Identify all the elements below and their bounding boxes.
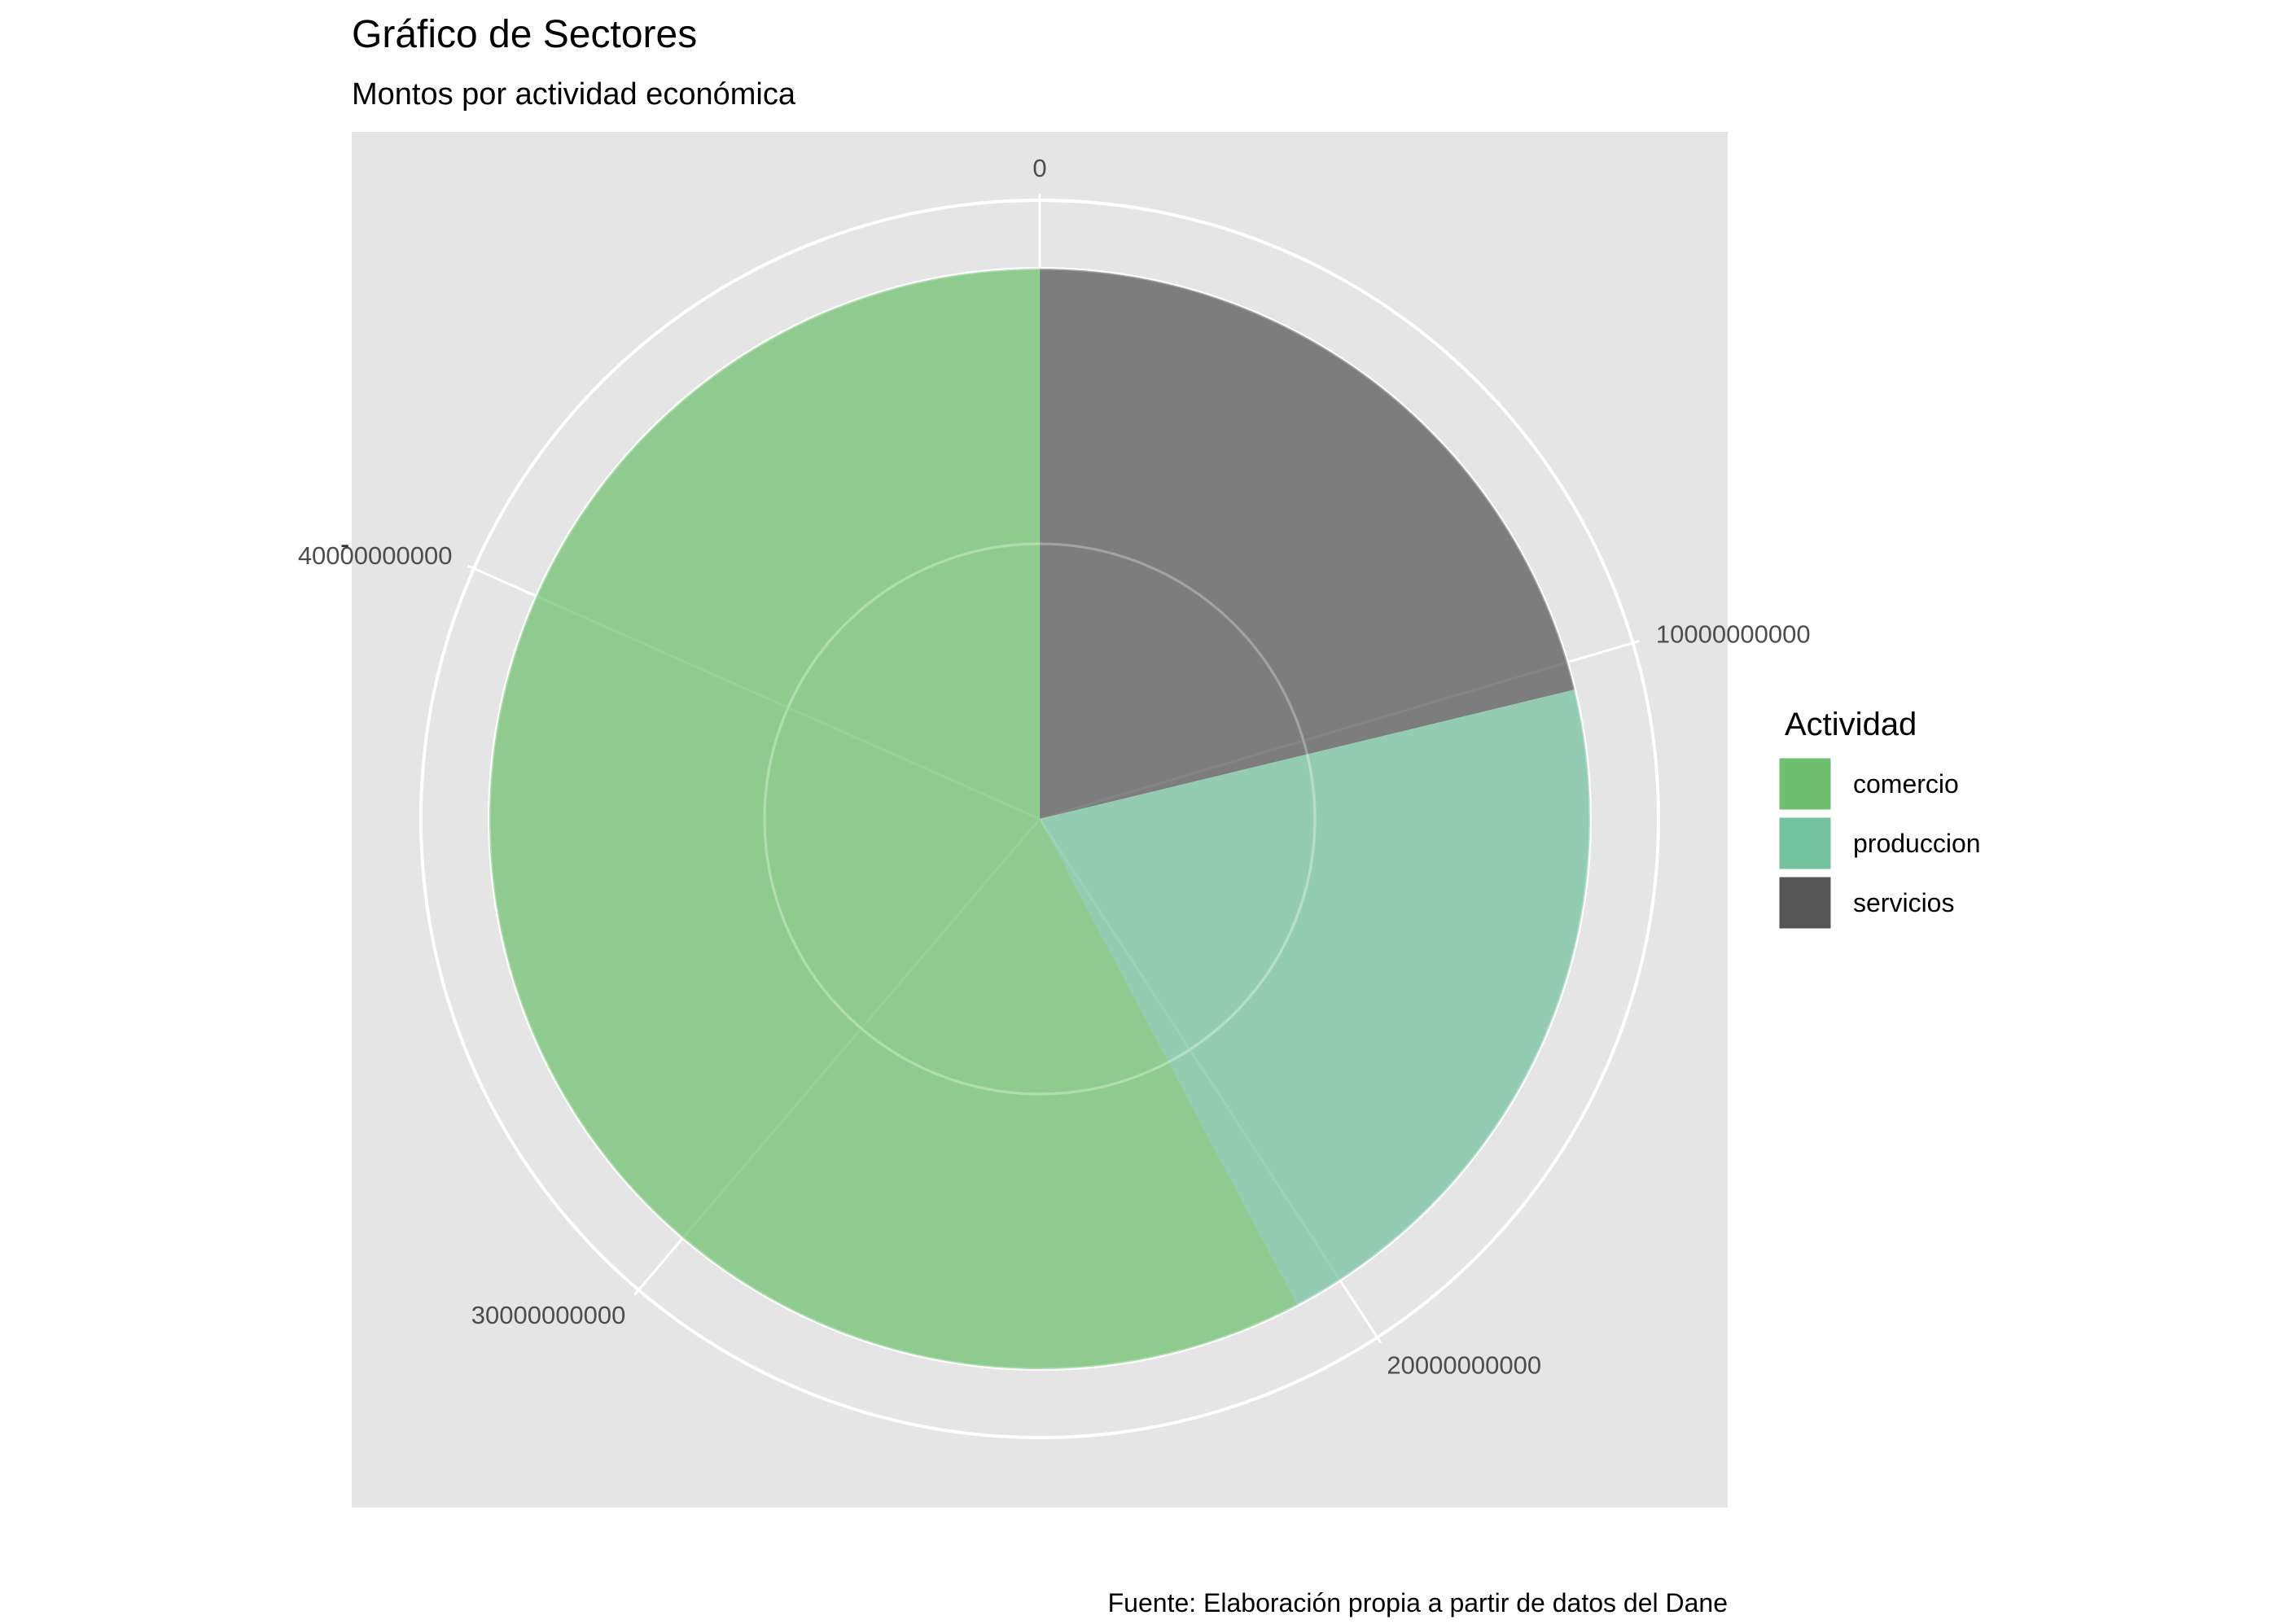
angle-tick-label: 30000000000 bbox=[471, 1301, 626, 1329]
inner-grid-circle bbox=[763, 542, 1317, 1096]
legend-label-servicios: servicios bbox=[1853, 888, 1954, 917]
angle-tick-label: 0 bbox=[1032, 154, 1046, 182]
angle-tick-label: 40000000000 bbox=[298, 541, 453, 570]
legend: Actividad comercio produccion servicios bbox=[1777, 707, 1981, 931]
y-axis-tick-mark: - bbox=[340, 529, 349, 560]
slice-comercio bbox=[489, 269, 1298, 1369]
chart-title: Gráfico de Sectores bbox=[352, 13, 697, 56]
angle-tick-label: 20000000000 bbox=[1387, 1350, 1541, 1379]
legend-title: Actividad bbox=[1785, 707, 1917, 742]
slice-servicios bbox=[1040, 269, 1575, 819]
inner-grid-circle bbox=[488, 267, 1592, 1371]
angle-axis-ticks: 0 10000000000 20000000000 30000000000 400000… bbox=[298, 154, 1811, 1379]
angle-tick-label: 10000000000 bbox=[1656, 619, 1811, 648]
chart-subtitle: Montos por actividad económica bbox=[352, 77, 796, 112]
legend-swatch-comercio bbox=[1777, 755, 1834, 812]
legend-swatch-servicios bbox=[1777, 874, 1834, 931]
chart-caption: Fuente: Elaboración propia a partir de d… bbox=[1108, 1588, 1728, 1617]
pie-slices bbox=[488, 267, 1592, 1371]
slice-produccion bbox=[1040, 689, 1590, 1306]
legend-label-comercio: comercio bbox=[1853, 769, 1959, 799]
legend-swatch-produccion bbox=[1777, 815, 1834, 872]
legend-label-produccion: produccion bbox=[1853, 829, 1981, 858]
